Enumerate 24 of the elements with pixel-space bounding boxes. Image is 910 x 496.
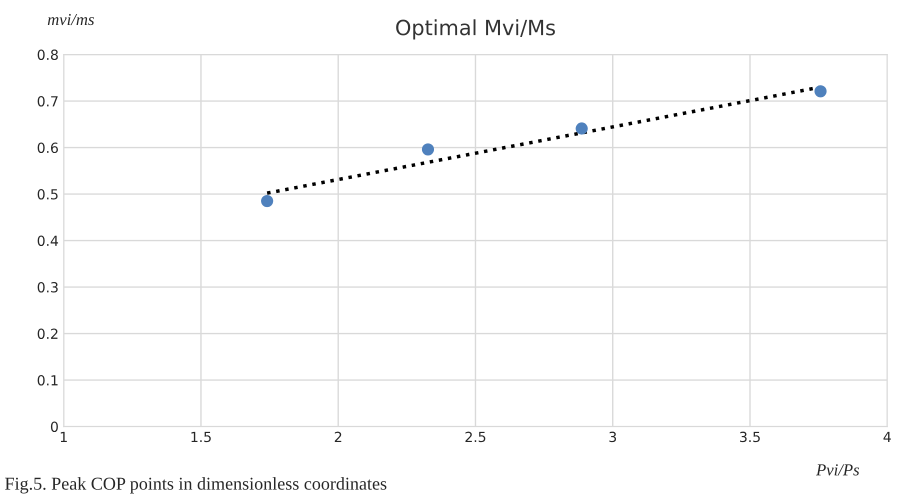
- x-axis-title: Pvi/Ps: [816, 464, 860, 476]
- x-tick-label: 3.5: [740, 432, 760, 442]
- y-tick-label: 0.3: [38, 282, 58, 293]
- x-tick-label: 2: [334, 432, 342, 442]
- y-tick-label: 0.1: [38, 375, 58, 386]
- y-tick-label: 0.4: [38, 236, 58, 246]
- y-tick-label: 0.7: [38, 96, 58, 107]
- y-tick-label: 0.5: [38, 189, 58, 200]
- x-tick-label: 2.5: [465, 432, 486, 442]
- point: [576, 122, 588, 135]
- x-tick-label: 1.5: [191, 432, 211, 442]
- point: [422, 143, 434, 156]
- point: [814, 85, 827, 98]
- y-tick-label: 0.2: [38, 328, 58, 340]
- x-tick-label: 1: [60, 432, 67, 442]
- y-tick-label: 0.8: [38, 50, 58, 60]
- chart-title: Optimal Mvi/Ms: [396, 19, 555, 40]
- caption: Fig.5. Peak COP points in dimensionless coordinates: [5, 477, 386, 494]
- y-tick-label: 0.6: [38, 142, 58, 154]
- x-tick-label: 4: [884, 432, 891, 442]
- y-tick-label: 0: [50, 422, 58, 432]
- point: [261, 194, 274, 208]
- x-tick-label: 3: [609, 432, 616, 442]
- y-axis-title: mvi/ms: [48, 14, 94, 26]
